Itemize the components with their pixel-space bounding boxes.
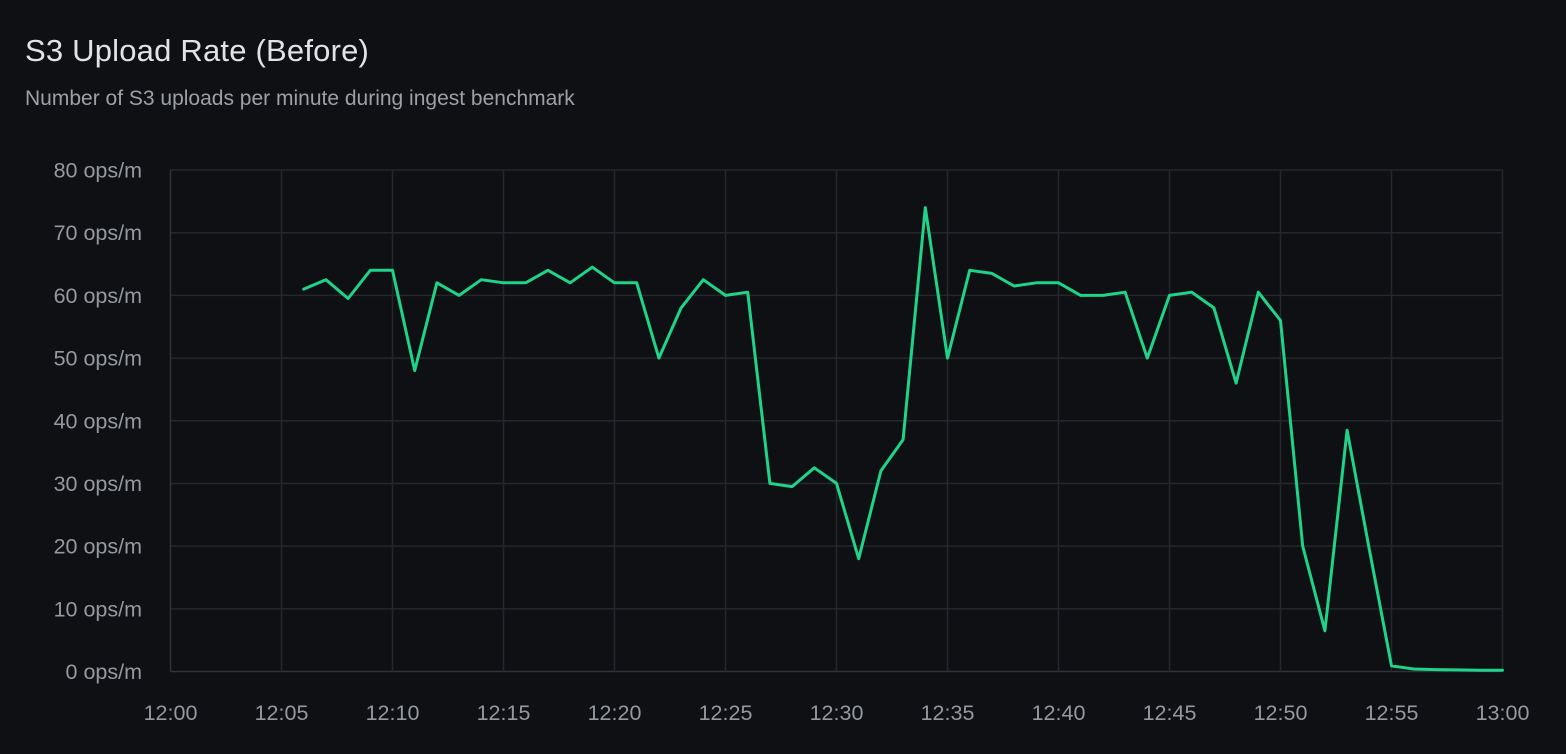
x-tick-label: 12:25 bbox=[699, 701, 753, 725]
x-tick-label: 12:30 bbox=[810, 701, 864, 725]
x-tick-label: 12:00 bbox=[144, 701, 198, 725]
y-tick-label: 70 ops/m bbox=[54, 221, 142, 245]
x-tick-label: 12:35 bbox=[921, 701, 975, 725]
series-line bbox=[302, 206, 1504, 672]
x-tick-label: 12:10 bbox=[366, 701, 420, 725]
x-tick-label: 12:40 bbox=[1032, 701, 1086, 725]
y-tick-label: 50 ops/m bbox=[54, 347, 142, 371]
y-tick-label: 0 ops/m bbox=[66, 660, 142, 684]
x-tick-label: 12:50 bbox=[1254, 701, 1308, 725]
y-tick-label: 80 ops/m bbox=[54, 159, 142, 183]
y-tick-label: 10 ops/m bbox=[54, 597, 142, 621]
plot-area[interactable] bbox=[171, 170, 1503, 672]
x-tick-label: 12:05 bbox=[255, 701, 309, 725]
panel-title: S3 Upload Rate (Before) bbox=[25, 33, 370, 68]
x-tick-label: 12:20 bbox=[588, 701, 642, 725]
y-tick-label: 20 ops/m bbox=[54, 535, 142, 559]
panel-header: S3 Upload Rate (Before) Number of S3 upl… bbox=[25, 33, 1541, 111]
y-tick-label: 30 ops/m bbox=[54, 472, 142, 496]
x-tick-label: 12:15 bbox=[477, 701, 531, 725]
y-tick-label: 60 ops/m bbox=[54, 284, 142, 308]
panel-subtitle: Number of S3 uploads per minute during i… bbox=[25, 86, 575, 110]
x-tick-label: 13:00 bbox=[1476, 701, 1530, 725]
x-tick-label: 12:55 bbox=[1365, 701, 1419, 725]
x-tick-label: 12:45 bbox=[1143, 701, 1197, 725]
y-tick-label: 40 ops/m bbox=[54, 409, 142, 433]
